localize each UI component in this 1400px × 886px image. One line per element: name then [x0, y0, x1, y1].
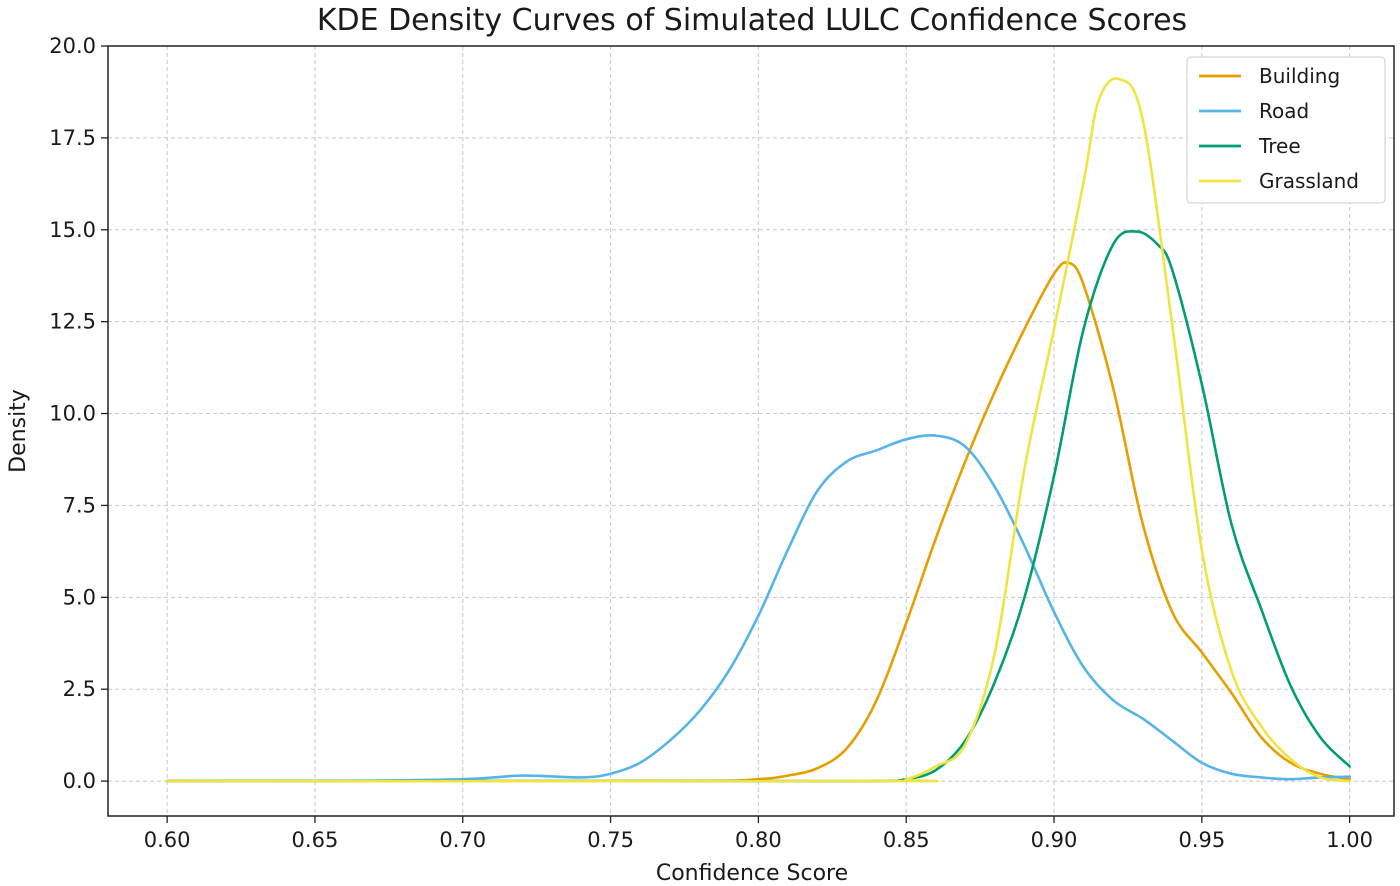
x-tick-label: 0.70 — [439, 828, 486, 852]
y-axis: 0.0 2.5 5.0 7.5 10.0 12.5 15.0 17.5 20.0 — [49, 34, 108, 793]
y-tick-label: 2.5 — [63, 677, 96, 701]
series-line-road — [165, 434, 1351, 783]
legend-label-building: Building — [1259, 64, 1340, 88]
x-axis-label: Confidence Score — [656, 861, 848, 886]
legend-label-grassland: Grassland — [1259, 169, 1359, 193]
plot-lines — [165, 77, 1351, 783]
x-tick-label: 0.85 — [883, 828, 930, 852]
y-tick-label: 10.0 — [49, 402, 96, 426]
x-tick-label: 0.75 — [587, 828, 634, 852]
legend-label-road: Road — [1259, 99, 1309, 123]
x-tick-label: 1.00 — [1326, 828, 1373, 852]
y-tick-label: 17.5 — [49, 126, 96, 150]
x-tick-label: 0.95 — [1178, 828, 1225, 852]
plot-frame — [107, 45, 1395, 817]
x-tick-label: 0.80 — [735, 828, 782, 852]
legend-label-tree: Tree — [1258, 134, 1301, 158]
y-tick-label: 5.0 — [63, 585, 96, 609]
chart-title: KDE Density Curves of Simulated LULC Con… — [317, 3, 1187, 38]
y-axis-label: Density — [6, 389, 31, 473]
y-tick-label: 12.5 — [49, 310, 96, 334]
series-line-grassland — [165, 77, 1351, 783]
x-tick-label: 0.90 — [1031, 828, 1078, 852]
y-tick-label: 0.0 — [63, 769, 96, 793]
x-tick-label: 0.65 — [292, 828, 339, 852]
x-tick-label: 0.60 — [144, 828, 191, 852]
legend: Building Road Tree Grassland — [1186, 56, 1386, 204]
y-tick-label: 20.0 — [49, 34, 96, 58]
x-axis: 0.60 0.65 0.70 0.75 0.80 0.85 0.90 0.95 1.00 — [144, 816, 1373, 852]
legend-box — [1186, 56, 1386, 204]
y-tick-label: 7.5 — [63, 493, 96, 517]
y-tick-label: 15.0 — [49, 218, 96, 242]
